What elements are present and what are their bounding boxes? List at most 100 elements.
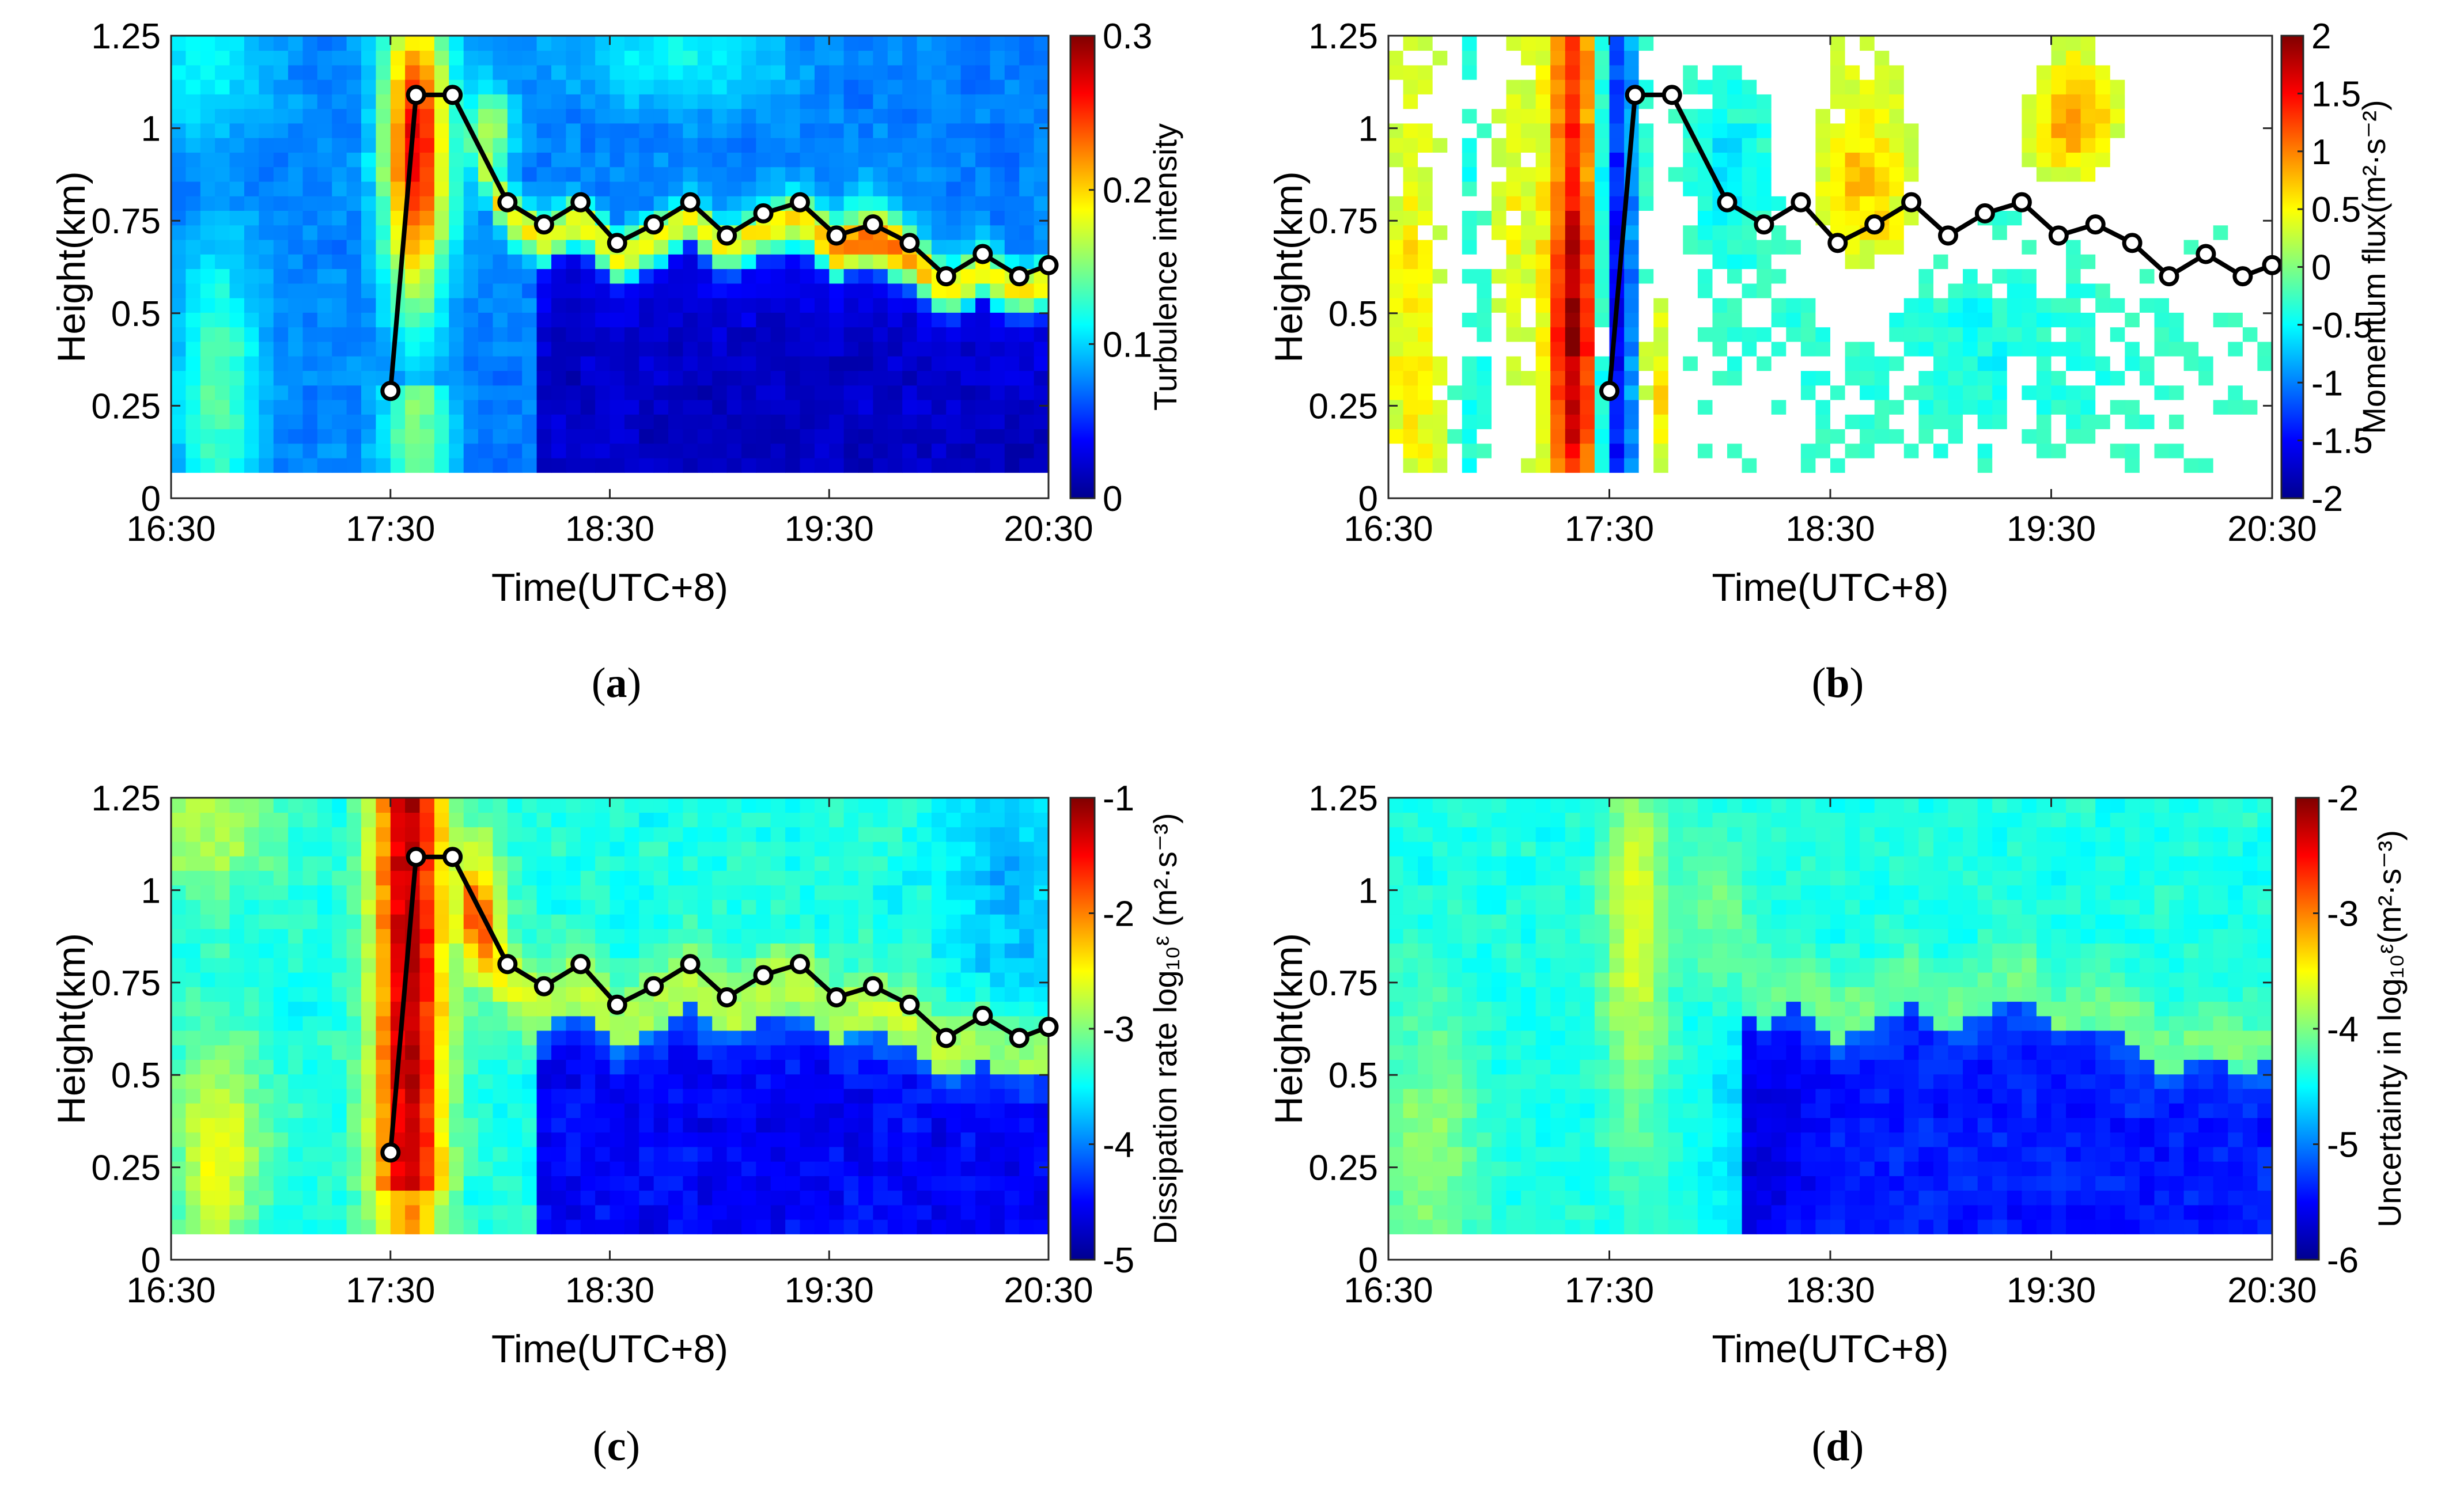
heat-cell: [229, 855, 245, 871]
heat-cell: [259, 1103, 274, 1118]
heat-cell: [493, 327, 508, 342]
heat-cell: [843, 268, 859, 284]
y-tick-label: 1.25: [91, 17, 161, 56]
heat-cell: [1874, 443, 1890, 458]
heat-cell: [200, 1059, 215, 1075]
heat-cell: [332, 798, 347, 813]
heat-cell: [449, 1088, 464, 1104]
heat-cell: [1418, 65, 1433, 80]
heat-cell: [346, 1001, 362, 1017]
heat-cell: [1874, 283, 1890, 298]
heat-cell: [580, 1204, 596, 1220]
heat-cell: [478, 1204, 494, 1220]
heat-cell: [756, 1059, 771, 1075]
heat-cell: [726, 123, 742, 138]
heat-cell: [522, 885, 538, 900]
heat-cell: [917, 399, 932, 415]
heat-cell: [975, 123, 991, 138]
heat-cell: [536, 827, 552, 842]
heat-cell: [668, 841, 684, 857]
heat-cell: [990, 457, 1005, 473]
heat-cell: [376, 827, 391, 842]
heat-cell: [1565, 225, 1581, 240]
heat-cell: [975, 429, 991, 444]
heat-cell: [1697, 181, 1713, 196]
heat-cell: [683, 137, 698, 153]
heat-cell: [1535, 385, 1551, 400]
heat-cell: [653, 1001, 669, 1017]
heat-cell: [1860, 429, 1875, 444]
heat-cell: [1550, 399, 1566, 415]
heat-cell: [1963, 327, 1978, 342]
heat-cell: [595, 1045, 611, 1060]
heat-cell: [288, 1190, 304, 1206]
colorbar-tick-label: 0: [2311, 248, 2331, 288]
heat-cell: [1903, 327, 1920, 342]
y-tick-label: 1: [141, 109, 161, 149]
heat-cell: [449, 987, 464, 1002]
heat-cell: [332, 914, 347, 929]
heat-cell: [1403, 268, 1418, 284]
heat-cell: [2095, 312, 2111, 328]
heat-cell: [449, 210, 464, 226]
heat-cell: [2257, 36, 2273, 51]
heat-cell: [1889, 254, 1905, 270]
heat-cell: [317, 827, 332, 842]
heat-cell: [1447, 297, 1463, 313]
heat-cell: [887, 181, 903, 196]
heat-cell: [273, 1219, 289, 1234]
heat-cell: [507, 355, 523, 371]
heat-cell: [1933, 50, 1949, 66]
heat-cell: [2228, 327, 2243, 342]
heat-cell: [756, 1219, 771, 1234]
heat-cell: [200, 1001, 215, 1017]
heat-cell: [624, 914, 640, 929]
heat-cell: [405, 1117, 421, 1133]
heat-cell: [215, 943, 230, 958]
heat-cell: [522, 181, 538, 196]
heat-cell: [2007, 370, 2023, 386]
heat-cell: [1653, 36, 1669, 51]
boundary-layer-point: [753, 203, 774, 223]
heat-cell: [653, 429, 669, 444]
heat-cell: [566, 327, 581, 342]
heat-cell: [171, 94, 187, 109]
heat-cell: [1403, 152, 1418, 168]
heat-cell: [244, 1161, 260, 1176]
heat-cell: [200, 841, 215, 857]
heat-cell: [2139, 385, 2155, 400]
heat-cell: [712, 94, 728, 109]
heat-cell: [1521, 429, 1536, 444]
heat-cell: [653, 79, 669, 94]
heat-cell: [1860, 79, 1875, 94]
heat-cell: [215, 94, 230, 109]
heat-cell: [858, 429, 874, 444]
heat-cell: [1742, 370, 1757, 386]
heat-cell: [1918, 108, 1934, 124]
heat-cell: [653, 50, 669, 66]
heat-cell: [244, 312, 260, 328]
heat-cell: [405, 812, 421, 828]
heat-cell: [1432, 429, 1448, 444]
heat-cell: [2095, 79, 2111, 94]
heat-cell: [1388, 429, 1404, 444]
heat-cell: [1800, 312, 1816, 328]
heat-cell: [2125, 370, 2140, 386]
heat-cell: [551, 1015, 567, 1031]
heat-cell: [346, 50, 362, 66]
heat-cell: [186, 914, 201, 929]
heat-cell: [332, 385, 347, 400]
heat-cell: [390, 812, 406, 828]
heat-cell: [1388, 181, 1404, 196]
heat-cell: [858, 79, 874, 94]
heat-cell: [975, 457, 991, 473]
heat-cell: [215, 1074, 230, 1089]
heat-cell: [507, 1176, 523, 1191]
heat-cell: [2125, 327, 2140, 342]
heat-cell: [2022, 65, 2037, 80]
heat-cell: [2154, 36, 2170, 51]
heat-cell: [683, 1088, 698, 1104]
heat-cell: [2154, 152, 2170, 168]
heat-cell: [171, 254, 187, 270]
heat-cell: [317, 812, 332, 828]
